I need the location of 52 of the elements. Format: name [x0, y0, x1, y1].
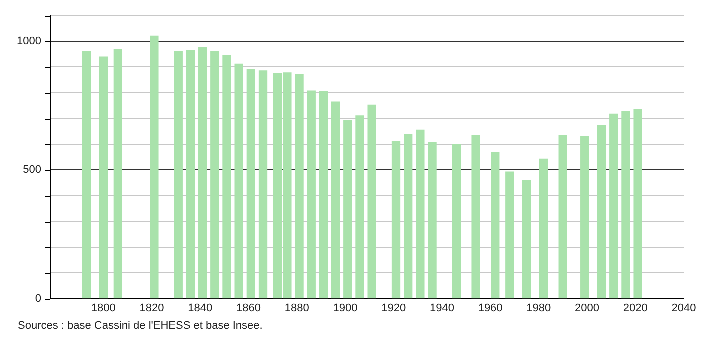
- bar: [210, 51, 220, 299]
- x-tick-label: 1900: [333, 302, 358, 314]
- bar: [416, 130, 425, 299]
- bar: [186, 50, 196, 299]
- bar: [472, 135, 480, 299]
- bar: [428, 142, 437, 299]
- bar: [597, 125, 606, 299]
- bar: [114, 49, 123, 299]
- bar: [222, 55, 232, 299]
- bar: [452, 144, 462, 299]
- bar: [307, 90, 316, 299]
- x-tick-label: 1860: [236, 302, 261, 314]
- source-note: Sources : base Cassini de l'EHESS et base Insee.: [18, 320, 263, 332]
- bar: [246, 69, 256, 299]
- bar: [634, 108, 642, 299]
- bar: [558, 135, 568, 299]
- bar: [258, 70, 268, 299]
- x-tick-label: 2020: [623, 302, 648, 314]
- bar: [344, 120, 352, 299]
- x-tick-label: 1920: [382, 302, 406, 314]
- x-tick-label: 1940: [430, 302, 454, 314]
- y-tick-label: 0: [35, 292, 42, 305]
- bar: [356, 116, 364, 299]
- y-tick-label: 1000: [16, 35, 42, 48]
- x-tick-label: 2040: [672, 302, 696, 314]
- bar: [491, 152, 500, 299]
- x-tick-label: 2000: [575, 302, 600, 314]
- bar: [319, 90, 328, 299]
- bar: [622, 112, 630, 299]
- x-tick-label: 1820: [140, 302, 164, 314]
- bar: [150, 36, 159, 299]
- bar: [522, 180, 532, 299]
- x-tick-label: 1800: [91, 302, 116, 314]
- bar: [539, 158, 548, 299]
- x-tick-label: 1960: [478, 302, 503, 314]
- x-tick-label: 1880: [284, 302, 310, 314]
- bar: [198, 47, 208, 299]
- bar: [404, 134, 413, 299]
- bar: [392, 141, 401, 299]
- bar: [82, 51, 92, 299]
- bar: [174, 51, 183, 299]
- bar: [331, 102, 340, 299]
- x-tick-label: 1980: [526, 302, 552, 314]
- y-tick-label: 500: [23, 164, 42, 176]
- bar: [295, 74, 304, 299]
- bar: [506, 172, 514, 299]
- x-tick-label: 1840: [188, 302, 213, 314]
- bar: [368, 104, 376, 299]
- bar: [610, 114, 618, 299]
- bar: [234, 64, 244, 299]
- bar: [99, 56, 108, 299]
- bar: [580, 136, 590, 299]
